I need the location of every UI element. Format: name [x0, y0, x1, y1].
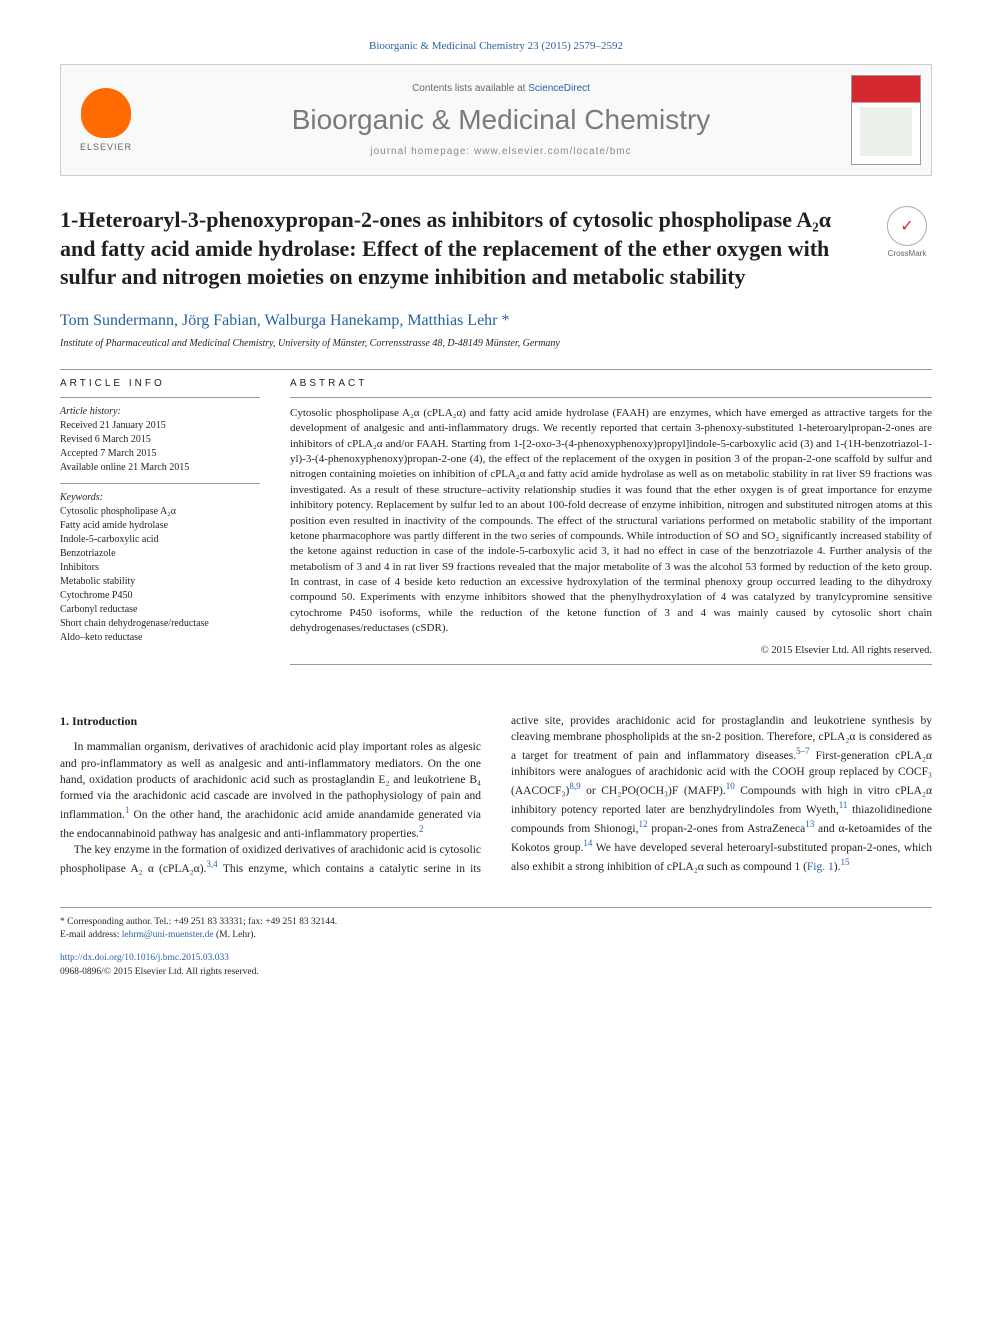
homepage-prefix: journal homepage:	[370, 146, 474, 157]
citation-ref[interactable]: 3,4	[206, 859, 217, 869]
authors-line: Tom Sundermann, Jörg Fabian, Walburga Ha…	[60, 312, 932, 330]
affiliation: Institute of Pharmaceutical and Medicina…	[60, 338, 932, 349]
article-history-list: Received 21 January 2015 Revised 6 March…	[60, 419, 260, 475]
doi-link[interactable]: http://dx.doi.org/10.1016/j.bmc.2015.03.…	[60, 953, 229, 963]
keyword-item: Cytosolic phospholipase A₂α	[60, 505, 260, 519]
divider	[290, 397, 932, 398]
figure-ref[interactable]: Fig. 1	[807, 860, 834, 872]
crossmark-label: CrossMark	[888, 249, 927, 258]
email-label: E-mail address:	[60, 930, 122, 940]
article-info-column: ARTICLE INFO Article history: Received 2…	[60, 378, 260, 673]
section-heading: 1. Introduction	[60, 713, 481, 730]
citation-ref[interactable]: 15	[840, 857, 849, 867]
sciencedirect-link[interactable]: ScienceDirect	[528, 83, 590, 94]
citation-ref[interactable]: 13	[805, 819, 814, 829]
article-info-heading: ARTICLE INFO	[60, 378, 260, 389]
divider	[290, 664, 932, 665]
keyword-item: Indole-5-carboxylic acid	[60, 533, 260, 547]
history-item: Received 21 January 2015	[60, 419, 260, 433]
corresponding-marker[interactable]: *	[502, 312, 510, 329]
corresponding-author-line: * Corresponding author. Tel.: +49 251 83…	[60, 916, 932, 929]
header-citation: Bioorganic & Medicinal Chemistry 23 (201…	[60, 40, 932, 52]
keyword-item: Fatty acid amide hydrolase	[60, 519, 260, 533]
abstract-text: Cytosolic phospholipase A₂α (cPLA₂α) and…	[290, 406, 932, 637]
keyword-item: Short chain dehydrogenase/reductase	[60, 617, 260, 631]
crossmark-icon: ✓	[887, 206, 927, 246]
doi-value: 10.1016/j.bmc.2015.03.033	[124, 953, 229, 963]
elsevier-logo[interactable]: ELSEVIER	[61, 88, 151, 152]
elsevier-tree-icon	[81, 88, 131, 138]
contents-prefix: Contents lists available at	[412, 83, 528, 94]
citation-ref[interactable]: 14	[583, 838, 592, 848]
crossmark-widget[interactable]: ✓ CrossMark	[882, 206, 932, 258]
article-title: 1-Heteroaryl-3-phenoxypropan-2-ones as i…	[60, 206, 862, 292]
body-text: propan-2-ones from AstraZeneca	[647, 823, 805, 835]
citation-ref[interactable]: 10	[726, 781, 735, 791]
keyword-item: Carbonyl reductase	[60, 603, 260, 617]
article-body: 1. Introduction In mammalian organism, d…	[60, 713, 932, 877]
doi-prefix: http://dx.doi.org/	[60, 953, 124, 963]
issn-copyright: 0968-0896/© 2015 Elsevier Ltd. All right…	[60, 966, 932, 979]
journal-banner: ELSEVIER Contents lists available at Sci…	[60, 64, 932, 176]
citation-ref[interactable]: 8,9	[569, 781, 580, 791]
author-names: Tom Sundermann, Jörg Fabian, Walburga Ha…	[60, 312, 498, 329]
email-line: E-mail address: lehrm@uni-muenster.de (M…	[60, 929, 932, 942]
homepage-url[interactable]: www.elsevier.com/locate/bmc	[474, 146, 632, 157]
banner-center: Contents lists available at ScienceDirec…	[151, 83, 851, 157]
email-link[interactable]: lehrm@uni-muenster.de	[122, 930, 214, 940]
keyword-item: Aldo–keto reductase	[60, 631, 260, 645]
doi-line: http://dx.doi.org/10.1016/j.bmc.2015.03.…	[60, 952, 932, 965]
email-suffix: (M. Lehr).	[214, 930, 256, 940]
body-paragraph: In mammalian organism, derivatives of ar…	[60, 739, 481, 841]
body-text: or CH₂PO(OCH₃)F (MAFP).	[581, 785, 726, 797]
keywords-list: Cytosolic phospholipase A₂α Fatty acid a…	[60, 505, 260, 645]
citation-ref[interactable]: 2	[419, 824, 424, 834]
abstract-heading: ABSTRACT	[290, 378, 932, 389]
history-item: Available online 21 March 2015	[60, 461, 260, 475]
keyword-item: Metabolic stability	[60, 575, 260, 589]
citation-ref[interactable]: 5–7	[796, 746, 810, 756]
keywords-label: Keywords:	[60, 492, 260, 503]
abstract-column: ABSTRACT Cytosolic phospholipase A₂α (cP…	[290, 378, 932, 673]
history-item: Accepted 7 March 2015	[60, 447, 260, 461]
page-footer: * Corresponding author. Tel.: +49 251 83…	[60, 907, 932, 979]
elsevier-label: ELSEVIER	[71, 142, 141, 152]
divider	[60, 483, 260, 484]
keyword-item: Benzotriazole	[60, 547, 260, 561]
journal-homepage-line: journal homepage: www.elsevier.com/locat…	[151, 146, 851, 157]
divider	[60, 369, 932, 370]
history-item: Revised 6 March 2015	[60, 433, 260, 447]
divider	[60, 397, 260, 398]
journal-cover-thumbnail[interactable]	[851, 75, 921, 165]
keyword-item: Cytochrome P450	[60, 589, 260, 603]
journal-name: Bioorganic & Medicinal Chemistry	[151, 104, 851, 136]
abstract-copyright: © 2015 Elsevier Ltd. All rights reserved…	[290, 645, 932, 656]
contents-available-line: Contents lists available at ScienceDirec…	[151, 83, 851, 94]
keyword-item: Inhibitors	[60, 561, 260, 575]
article-history-label: Article history:	[60, 406, 260, 417]
